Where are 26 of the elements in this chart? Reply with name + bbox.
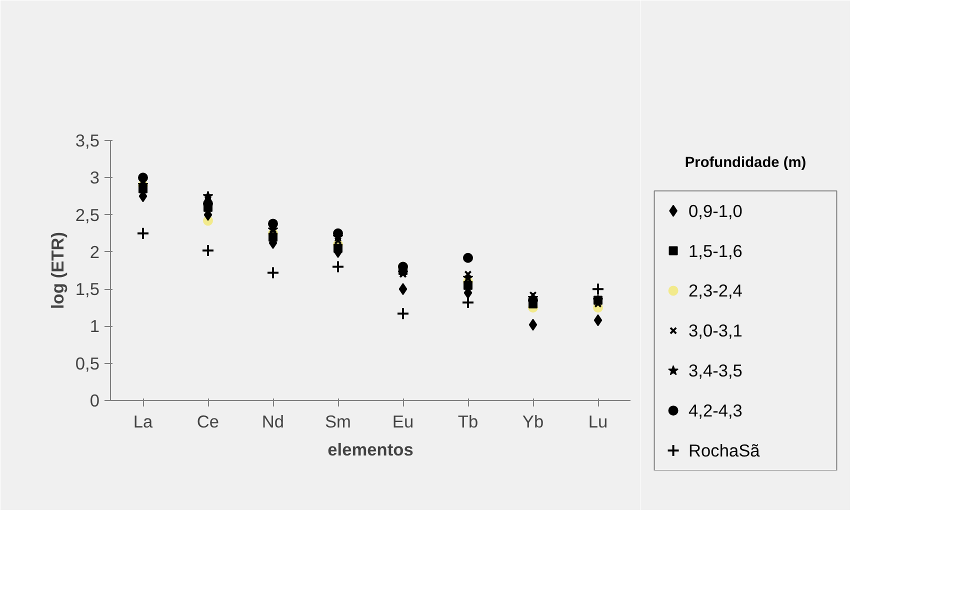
x-tick-label: Lu [588, 412, 608, 432]
x-axis-title: elementos [328, 440, 414, 460]
x-tick-label: Yb [522, 412, 544, 432]
y-axis-title: log (ETR) [47, 232, 68, 309]
legend-label: RochaSã [688, 440, 760, 461]
legend-label: 4,2-4,3 [688, 400, 742, 421]
legend-label: 3,0-3,1 [688, 320, 742, 341]
y-tick-label: 2,5 [75, 204, 100, 225]
x-tick-label: La [133, 412, 153, 432]
legend-label: 0,9-1,0 [688, 200, 742, 221]
y-tick-label: 2 [90, 242, 100, 262]
y-tick-label: 3 [90, 168, 100, 188]
y-tick-label: 1,5 [75, 279, 100, 300]
y-tick-label: 3,5 [75, 130, 100, 150]
y-tick-label: 0 [90, 390, 100, 410]
x-tick-label: Eu [392, 412, 414, 432]
y-tick-label: 1 [90, 316, 100, 336]
x-tick-label: Tb [458, 412, 478, 432]
legend-label: 2,3-2,4 [688, 280, 743, 301]
x-tick-label: Nd [262, 412, 284, 432]
y-tick-label: 0,5 [75, 353, 100, 374]
legend-label: 1,5-1,6 [688, 240, 742, 261]
legend-label: 3,4-3,5 [688, 360, 742, 381]
x-tick-label: Ce [196, 412, 220, 432]
x-tick-label: Sm [325, 412, 352, 432]
legend-title: Profundidade (m) [684, 154, 806, 171]
